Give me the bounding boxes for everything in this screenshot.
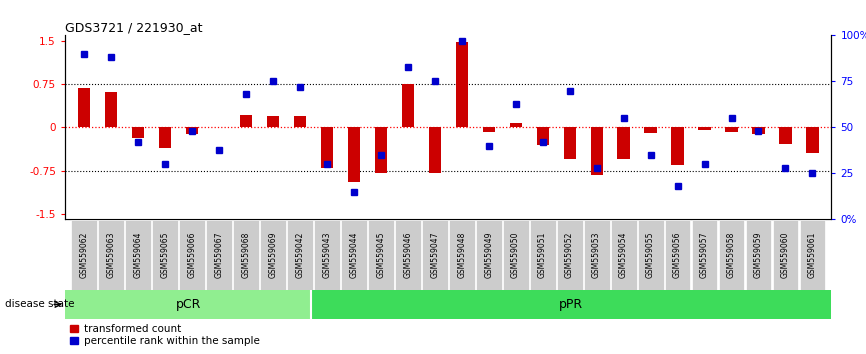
FancyBboxPatch shape [692,220,717,290]
Bar [779,127,792,144]
Bar [429,127,441,173]
Text: pPR: pPR [559,298,584,311]
Text: GSM559048: GSM559048 [457,232,466,278]
FancyBboxPatch shape [71,220,97,290]
Bar [564,127,576,159]
Text: GSM559042: GSM559042 [295,232,304,278]
FancyBboxPatch shape [311,290,831,319]
Bar [267,116,279,127]
FancyBboxPatch shape [395,220,421,290]
FancyBboxPatch shape [772,220,798,290]
Text: GSM559064: GSM559064 [133,232,142,278]
Text: GSM559058: GSM559058 [727,232,736,278]
FancyBboxPatch shape [746,220,772,290]
Text: GSM559059: GSM559059 [754,232,763,278]
Bar [456,42,468,127]
Text: GSM559066: GSM559066 [187,232,197,278]
Text: GSM559050: GSM559050 [511,232,520,278]
FancyBboxPatch shape [530,220,556,290]
FancyBboxPatch shape [637,220,663,290]
Text: GSM559049: GSM559049 [484,232,493,278]
Bar [105,92,117,127]
FancyBboxPatch shape [475,220,501,290]
Bar [509,123,521,127]
Bar [806,127,818,153]
Text: GSM559065: GSM559065 [160,232,169,278]
Text: GSM559051: GSM559051 [538,232,547,278]
FancyBboxPatch shape [65,290,311,319]
Bar [158,127,171,148]
FancyBboxPatch shape [557,220,583,290]
Bar [294,116,306,127]
FancyBboxPatch shape [611,220,637,290]
Text: GSM559055: GSM559055 [646,232,655,278]
FancyBboxPatch shape [664,220,690,290]
FancyBboxPatch shape [65,290,831,319]
Bar [644,127,656,133]
Text: pCR: pCR [176,298,201,311]
Bar [699,127,711,130]
Bar [671,127,683,165]
Bar [726,127,738,132]
FancyBboxPatch shape [98,220,124,290]
Text: disease state: disease state [4,299,74,309]
Bar [320,127,333,168]
Bar [78,88,90,127]
Bar [537,127,549,145]
Bar [617,127,630,159]
FancyBboxPatch shape [449,220,475,290]
Text: GSM559068: GSM559068 [242,232,250,278]
Bar [132,127,144,138]
FancyBboxPatch shape [125,220,151,290]
Text: GSM559057: GSM559057 [700,232,709,278]
Text: GSM559044: GSM559044 [349,232,359,278]
Text: GSM559060: GSM559060 [781,232,790,278]
Bar [375,127,387,173]
Text: GSM559045: GSM559045 [376,232,385,278]
FancyBboxPatch shape [368,220,394,290]
FancyBboxPatch shape [260,220,286,290]
Text: GSM559054: GSM559054 [619,232,628,278]
FancyBboxPatch shape [799,220,825,290]
Text: GSM559067: GSM559067 [214,232,223,278]
Bar [347,127,359,182]
FancyBboxPatch shape [313,220,339,290]
Text: GSM559053: GSM559053 [592,232,601,278]
Bar [753,127,765,134]
Text: GSM559056: GSM559056 [673,232,682,278]
FancyBboxPatch shape [584,220,610,290]
Text: GSM559062: GSM559062 [80,232,88,278]
Bar [240,115,252,127]
Text: GSM559046: GSM559046 [404,232,412,278]
Bar [185,127,197,134]
FancyBboxPatch shape [287,220,313,290]
FancyBboxPatch shape [152,220,178,290]
Text: GDS3721 / 221930_at: GDS3721 / 221930_at [65,21,203,34]
FancyBboxPatch shape [179,220,204,290]
FancyBboxPatch shape [206,220,232,290]
Text: GSM559052: GSM559052 [565,232,574,278]
Bar [591,127,603,175]
FancyBboxPatch shape [233,220,259,290]
FancyBboxPatch shape [502,220,528,290]
Text: GSM559063: GSM559063 [107,232,115,278]
Text: GSM559043: GSM559043 [322,232,331,278]
Bar [402,84,414,127]
Legend: transformed count, percentile rank within the sample: transformed count, percentile rank withi… [70,324,260,346]
Text: GSM559047: GSM559047 [430,232,439,278]
FancyBboxPatch shape [422,220,448,290]
FancyBboxPatch shape [719,220,745,290]
Bar [482,127,494,132]
Text: GSM559069: GSM559069 [268,232,277,278]
FancyBboxPatch shape [340,220,366,290]
Text: GSM559061: GSM559061 [808,232,817,278]
